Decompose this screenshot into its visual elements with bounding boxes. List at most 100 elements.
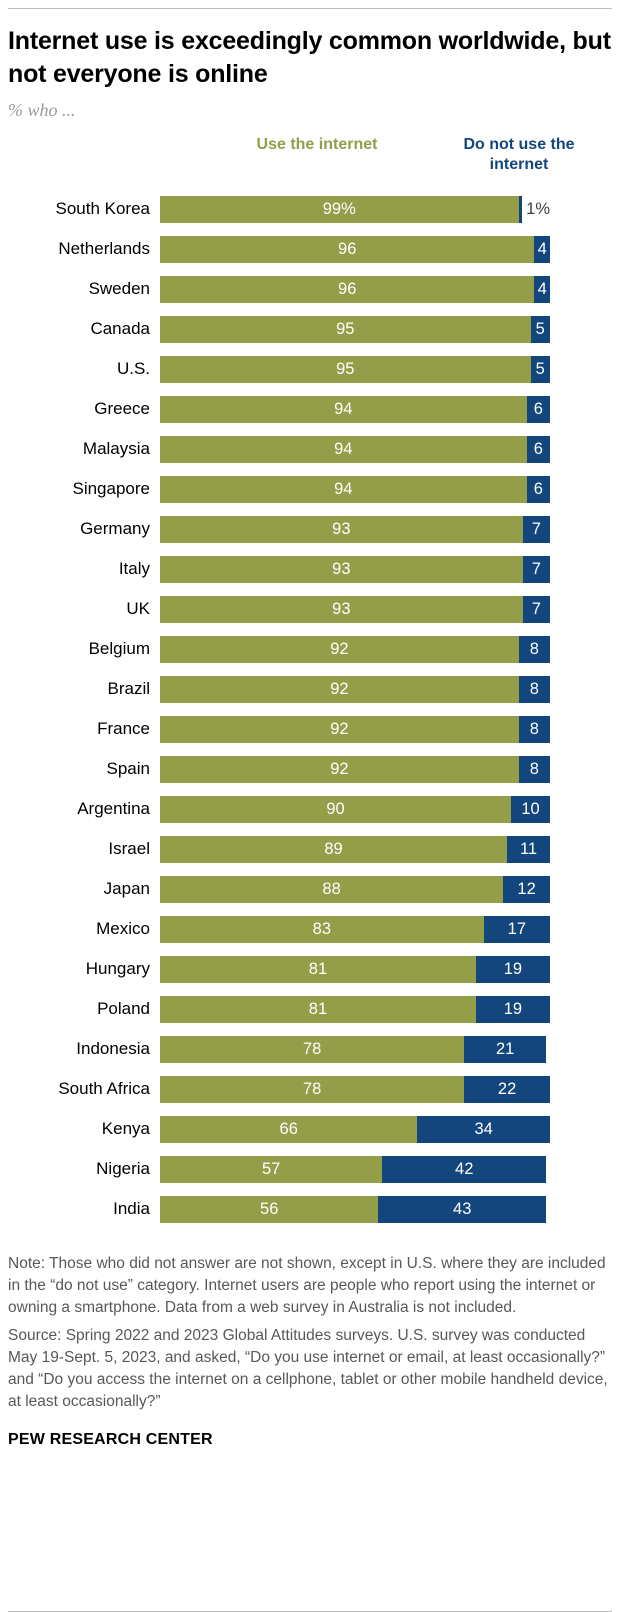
country-label: Israel bbox=[108, 839, 150, 858]
not-use-value-label: 11 bbox=[519, 839, 538, 858]
bar-segment-use: 92 bbox=[160, 635, 519, 663]
chart-title: Internet use is exceedingly common world… bbox=[8, 27, 611, 88]
chart-row: Spain 92 8 bbox=[8, 749, 612, 789]
not-use-value-label: 7 bbox=[531, 519, 541, 538]
bar-segment-not-use: 8 bbox=[518, 675, 550, 703]
country-label: Belgium bbox=[88, 639, 150, 658]
bar: 78 21 bbox=[160, 1035, 550, 1063]
country-label: Singapore bbox=[72, 479, 150, 498]
bar: 94 6 bbox=[160, 395, 550, 423]
chart-row: Poland 81 19 bbox=[8, 989, 612, 1029]
use-value-label: 96 bbox=[338, 239, 357, 258]
bar-segment-not-use: 19 bbox=[475, 955, 550, 983]
not-use-value-label: 8 bbox=[529, 719, 539, 738]
chart-row: Italy 93 7 bbox=[8, 549, 612, 589]
not-use-value-label: 10 bbox=[521, 799, 540, 818]
not-use-value-label: 34 bbox=[474, 1119, 493, 1138]
chart-row: Nigeria 57 42 bbox=[8, 1149, 612, 1189]
bar-segment-not-use: 22 bbox=[464, 1075, 550, 1103]
chart-row: Mexico 83 17 bbox=[8, 909, 612, 949]
bar-segment-use: 95 bbox=[160, 355, 531, 383]
chart-row: France 92 8 bbox=[8, 709, 612, 749]
use-value-label: 94 bbox=[334, 399, 353, 418]
country-label: Brazil bbox=[107, 679, 150, 698]
chart-row: Belgium 92 8 bbox=[8, 629, 612, 669]
not-use-value-label: 19 bbox=[503, 959, 523, 978]
not-use-value-label: 8 bbox=[529, 679, 539, 698]
not-use-value-label: 12 bbox=[517, 879, 536, 898]
chart-row: Hungary 81 19 bbox=[8, 949, 612, 989]
country-label: South Korea bbox=[55, 199, 150, 218]
bar: 93 7 bbox=[160, 515, 550, 543]
bar: 93 7 bbox=[160, 595, 550, 623]
bar: 81 19 bbox=[160, 995, 550, 1023]
source-text: Source: Spring 2022 and 2023 Global Atti… bbox=[8, 1327, 608, 1410]
use-value-label: 93 bbox=[332, 559, 351, 578]
legend-use-internet: Use the internet bbox=[256, 136, 378, 153]
country-label: Argentina bbox=[77, 799, 150, 818]
country-label: Hungary bbox=[85, 959, 150, 978]
not-use-value-label: 43 bbox=[453, 1199, 472, 1218]
chart-row: Netherlands 96 4 bbox=[8, 229, 612, 269]
chart-row: Greece 94 6 bbox=[8, 389, 612, 429]
use-value-label: 78 bbox=[302, 1039, 322, 1058]
bar: 92 8 bbox=[160, 755, 550, 783]
use-value-label: 96 bbox=[338, 279, 357, 298]
country-label: Japan bbox=[103, 879, 150, 898]
use-value-label: 99% bbox=[322, 199, 356, 218]
bar: 78 22 bbox=[160, 1075, 550, 1103]
use-value-label: 83 bbox=[312, 919, 332, 938]
bar: 81 19 bbox=[160, 955, 550, 983]
bar-segment-not-use: 12 bbox=[503, 875, 550, 903]
bar-segment-use: 78 bbox=[160, 1075, 465, 1103]
use-value-label: 88 bbox=[322, 879, 341, 898]
bar-segment-use: 81 bbox=[160, 995, 476, 1023]
chart-row: South Africa 78 22 bbox=[8, 1069, 612, 1109]
use-value-label: 92 bbox=[330, 639, 349, 658]
bar: 92 8 bbox=[160, 715, 550, 743]
country-label: Spain bbox=[106, 759, 150, 778]
bar-segment-not-use: 6 bbox=[526, 435, 550, 463]
use-value-label: 81 bbox=[308, 959, 328, 978]
bar: 95 5 bbox=[160, 355, 550, 383]
country-label: UK bbox=[126, 599, 150, 618]
not-use-value-label: 6 bbox=[533, 479, 543, 498]
country-label: India bbox=[113, 1199, 150, 1218]
country-label: U.S. bbox=[116, 359, 150, 378]
not-use-value-label: 6 bbox=[533, 399, 543, 418]
not-use-value-label: 22 bbox=[497, 1079, 517, 1098]
not-use-value-label: 6 bbox=[533, 439, 543, 458]
bar-segment-not-use: 43 bbox=[378, 1195, 547, 1223]
bar: 93 7 bbox=[160, 555, 550, 583]
bar-segment-not-use: 4 bbox=[534, 235, 550, 263]
bar: 94 6 bbox=[160, 475, 550, 503]
not-use-value-label: 42 bbox=[455, 1159, 474, 1178]
bar-segment-use: 90 bbox=[160, 795, 511, 823]
chart-row: Indonesia 78 21 bbox=[8, 1029, 612, 1069]
bar-segment-use: 56 bbox=[160, 1195, 379, 1223]
bar-segment-use: 94 bbox=[160, 435, 527, 463]
bar-segment-not-use: 7 bbox=[522, 515, 550, 543]
bar-segment-use: 94 bbox=[160, 395, 527, 423]
bar-segment-use: 78 bbox=[160, 1035, 465, 1063]
country-label: France bbox=[97, 719, 150, 738]
chart-subtitle: % who ... bbox=[8, 100, 76, 120]
not-use-value-label: 4 bbox=[537, 239, 547, 258]
country-label: Sweden bbox=[88, 279, 150, 298]
bar-segment-not-use: 6 bbox=[526, 395, 550, 423]
bar: 90 10 bbox=[160, 795, 550, 823]
chart-row: Canada 95 5 bbox=[8, 309, 612, 349]
chart-row: Singapore 94 6 bbox=[8, 469, 612, 509]
bar-segment-use: 92 bbox=[160, 755, 519, 783]
bar-segment-not-use: 34 bbox=[417, 1115, 550, 1143]
use-value-label: 95 bbox=[336, 319, 355, 338]
not-use-value-label: 19 bbox=[503, 999, 523, 1018]
note-text: Note: Those who did not answer are not s… bbox=[8, 1255, 606, 1316]
bar-segment-not-use: 7 bbox=[522, 555, 550, 583]
spacer bbox=[8, 1449, 612, 1611]
not-use-value-label: 21 bbox=[495, 1039, 515, 1058]
chart-row: South Korea 99% 1% bbox=[8, 189, 612, 229]
bar-segment-use: 96 bbox=[160, 235, 535, 263]
bar-segment-not-use: 10 bbox=[511, 795, 550, 823]
